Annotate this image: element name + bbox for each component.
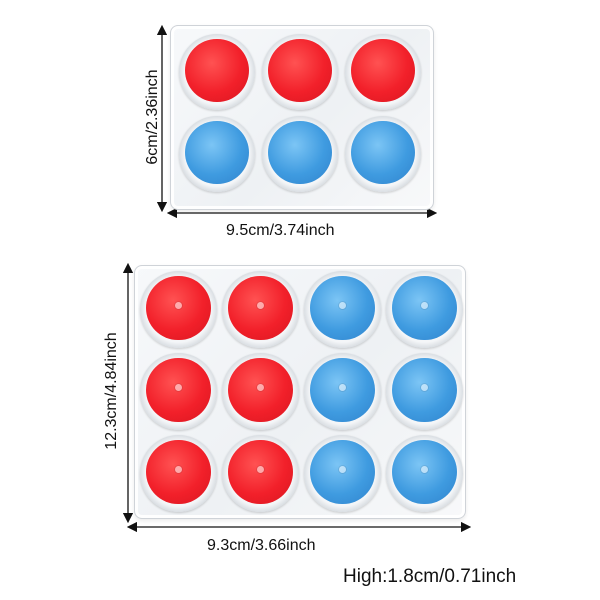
small-width-label: 9.5cm/3.74inch [226, 222, 335, 239]
large-height-label: 12.3cm/4.84inch [103, 332, 120, 450]
earplug-cup [140, 435, 217, 512]
earplug-cup [386, 271, 463, 348]
earplug-cup [222, 435, 299, 512]
earplug-cup [262, 116, 338, 192]
height-spec-label: High:1.8cm/0.71inch [343, 566, 517, 587]
earplug-center-mark [256, 383, 264, 391]
earplug-center-mark [338, 465, 346, 473]
earplug-center-mark [338, 383, 346, 391]
small-earplug-case [170, 25, 434, 210]
earplug-center-mark [420, 301, 428, 309]
blue-earplug [310, 439, 375, 505]
earplug-cup [179, 116, 255, 192]
red-earplug [146, 439, 211, 505]
earplug-cup [140, 271, 217, 348]
red-earplug [228, 275, 293, 341]
small-height-label: 6cm/2.36inch [144, 69, 161, 165]
earplug-center-mark [338, 301, 346, 309]
earplug-cup [304, 271, 381, 348]
earplug-center-mark [174, 465, 182, 473]
red-earplug [146, 275, 211, 341]
red-earplug [146, 357, 211, 423]
blue-earplug [351, 120, 415, 185]
earplug-cup [222, 353, 299, 430]
red-earplug [268, 38, 332, 103]
red-earplug [228, 439, 293, 505]
large-width-label: 9.3cm/3.66inch [207, 537, 316, 554]
earplug-cup [140, 353, 217, 430]
blue-earplug [310, 275, 375, 341]
earplug-center-mark [256, 465, 264, 473]
earplug-center-mark [174, 383, 182, 391]
blue-earplug [392, 439, 457, 505]
earplug-cup [304, 353, 381, 430]
blue-earplug [310, 357, 375, 423]
earplug-cup [386, 435, 463, 512]
blue-earplug [392, 357, 457, 423]
red-earplug [228, 357, 293, 423]
earplug-cup [179, 34, 255, 110]
red-earplug [351, 38, 415, 103]
earplug-cup [345, 34, 421, 110]
earplug-center-mark [256, 301, 264, 309]
earplug-cup [345, 116, 421, 192]
blue-earplug [268, 120, 332, 185]
earplug-cup [386, 353, 463, 430]
earplug-cup [222, 271, 299, 348]
blue-earplug [185, 120, 249, 185]
earplug-cup [262, 34, 338, 110]
red-earplug [185, 38, 249, 103]
earplug-center-mark [420, 465, 428, 473]
blue-earplug [392, 275, 457, 341]
earplug-cup [304, 435, 381, 512]
large-earplug-case [134, 265, 466, 519]
earplug-center-mark [174, 301, 182, 309]
earplug-center-mark [420, 383, 428, 391]
